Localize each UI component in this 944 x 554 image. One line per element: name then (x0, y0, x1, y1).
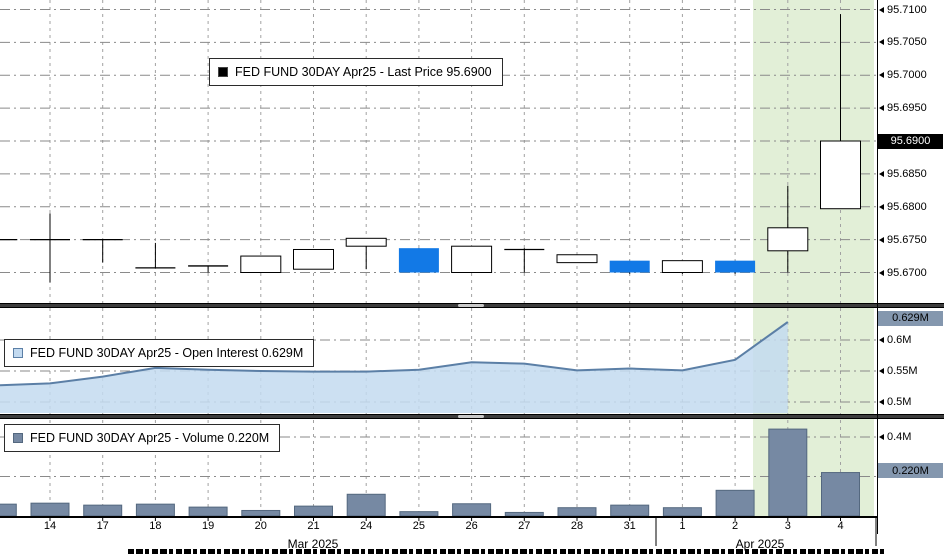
candle-up (556, 254, 598, 264)
volume-swatch-icon (13, 433, 23, 443)
candle-up (345, 237, 387, 247)
candle-up (293, 248, 334, 270)
volume-bar (346, 493, 386, 517)
candle-down (609, 260, 650, 273)
month-label-apr: Apr 2025 (735, 537, 785, 551)
open-interest-area (0, 322, 788, 413)
candle-down (715, 260, 756, 273)
open-interest-line (0, 321, 789, 387)
volume-legend[interactable]: FED FUND 30DAY Apr25 - Volume 0.220M (4, 424, 281, 452)
volume-bar (399, 511, 439, 517)
open-interest-legend[interactable]: FED FUND 30DAY Apr25 - Open Interest 0.6… (4, 339, 315, 367)
price-legend[interactable]: FED FUND 30DAY Apr25 - Last Price 95.690… (209, 58, 503, 86)
price-series-swatch-icon (218, 67, 228, 77)
candle-up (661, 260, 703, 274)
volume-bar (557, 507, 597, 517)
volume-bar (504, 511, 544, 517)
open-interest-swatch-icon (13, 348, 23, 358)
clipped-footer-text-strip (128, 549, 884, 554)
volume-bar (135, 503, 175, 517)
candle-up (767, 227, 809, 252)
candle-up (451, 245, 493, 273)
volume-bar (0, 503, 17, 517)
volume-bar (452, 503, 492, 517)
volume-legend-label: FED FUND 30DAY Apr25 - Volume 0.220M (30, 431, 270, 445)
panel-resize-handle[interactable] (458, 304, 484, 307)
panel-resize-handle[interactable] (458, 415, 484, 418)
open-interest-legend-label: FED FUND 30DAY Apr25 - Open Interest 0.6… (30, 346, 304, 360)
volume-bar (821, 472, 860, 517)
price-legend-label: FED FUND 30DAY Apr25 - Last Price 95.690… (235, 65, 492, 79)
candle-up (820, 140, 861, 210)
candle-up (240, 255, 282, 273)
volume-bar (662, 507, 702, 517)
volume-bar (30, 502, 70, 517)
volume-bar (610, 504, 650, 517)
volume-bar (188, 506, 228, 517)
volume-bar (715, 489, 755, 517)
volume-bar (241, 509, 281, 517)
volume-bar (83, 504, 123, 517)
month-label-mar: Mar 2025 (287, 537, 339, 551)
volume-bar (768, 428, 808, 517)
volume-bar (294, 505, 333, 517)
candle-down (398, 248, 439, 273)
